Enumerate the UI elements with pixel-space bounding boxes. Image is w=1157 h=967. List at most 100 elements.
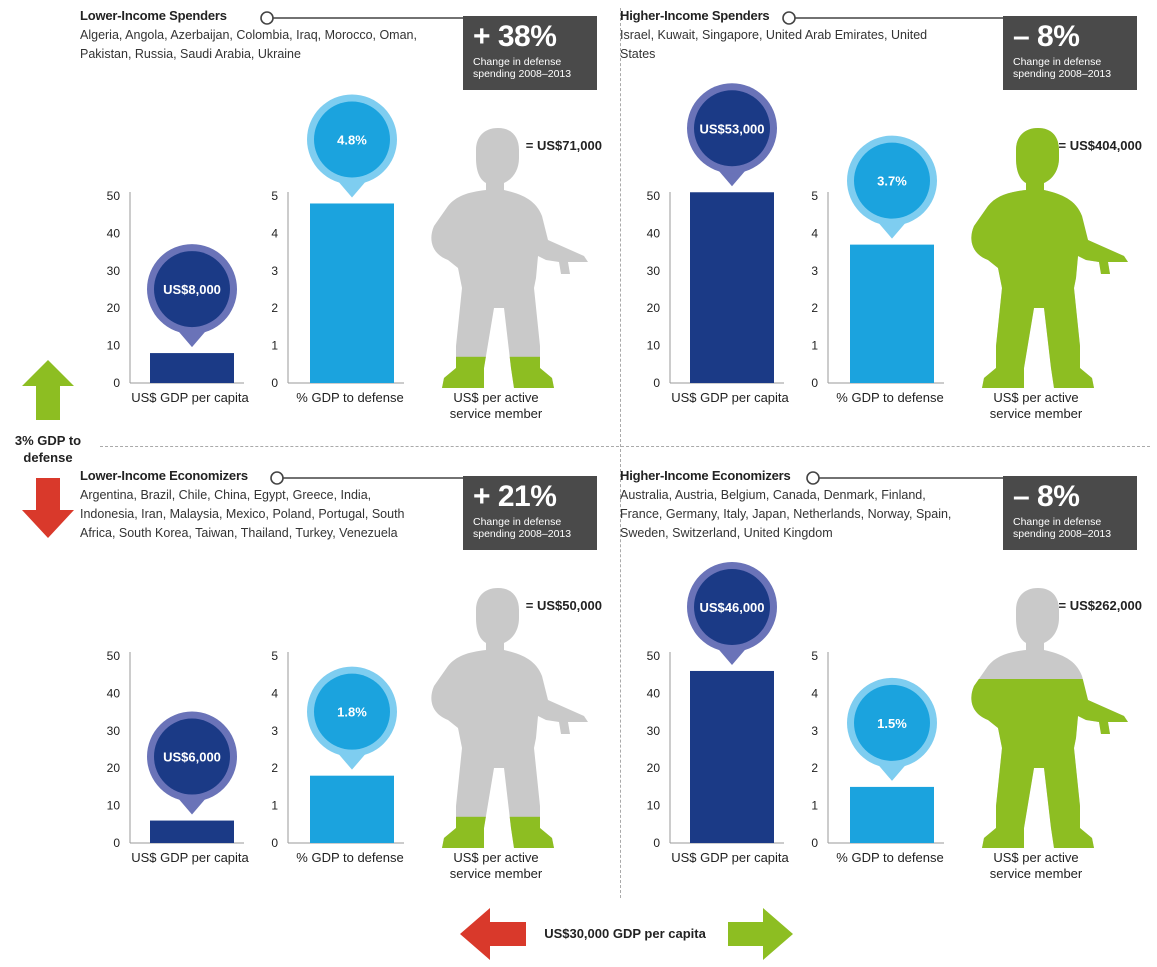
gdp-chart-tick-label: 20 xyxy=(647,301,661,315)
gdp-chart-tick-label: 10 xyxy=(647,339,661,353)
pct-chart-tick-label: 4 xyxy=(811,226,818,240)
change-badge: + 38% Change in defense spending 2008–201… xyxy=(463,16,597,90)
gdp-chart-tick-label: 50 xyxy=(647,189,661,203)
gdp-chart-tick-label: 50 xyxy=(647,649,661,663)
gdp-chart-tick-label: 30 xyxy=(647,264,661,278)
pct-chart-tick-label: 1 xyxy=(271,799,278,813)
quadrant-lower-income-spenders: Lower-Income Spenders Algeria, Angola, Az… xyxy=(80,8,602,468)
member-caption: US$ per active service member xyxy=(449,390,543,421)
gdp-chart-tick-label: 40 xyxy=(647,686,661,700)
soldier-green-part xyxy=(431,356,588,388)
pct-chart-bubble-label: 1.5% xyxy=(877,716,907,731)
pct-chart-value-bubble: 1.5% xyxy=(847,677,937,781)
chart-area: 0 10 20 30 40 50 US$8,000 0 1 2 3 4 5 4.8% xyxy=(107,94,588,390)
gdp-chart-tick-label: 10 xyxy=(107,799,121,813)
pct-chart-value-bubble: 1.8% xyxy=(307,666,397,770)
gdp-chart-caption: US$ GDP per capita xyxy=(671,390,789,405)
gdp-chart-tick-label: 10 xyxy=(107,339,121,353)
pct-chart-tick-label: 1 xyxy=(811,799,818,813)
change-value: + 38% xyxy=(473,20,557,53)
gdp-chart-bar xyxy=(150,820,234,843)
change-badge: + 21% Change in defense spending 2008–201… xyxy=(463,476,597,550)
country-list: Australia, Austria, Belgium, Canada, Den… xyxy=(620,488,952,540)
gdp-chart-value-bubble: US$6,000 xyxy=(147,711,237,815)
legend-vertical-arrows xyxy=(22,360,74,538)
gdp-chart-bubble-label: US$53,000 xyxy=(699,121,764,136)
soldier-green-part xyxy=(971,679,1128,848)
pct-chart-value-bubble: 4.8% xyxy=(307,94,397,198)
title-leader-line xyxy=(270,471,469,485)
pct-chart-tick-label: 5 xyxy=(811,649,818,663)
pct-chart-tick-label: 5 xyxy=(811,189,818,203)
pct-chart-bubble-label: 4.8% xyxy=(337,132,367,147)
gdp-chart-tick-label: 20 xyxy=(647,761,661,775)
soldier-fill xyxy=(431,128,588,388)
title-leader-line xyxy=(782,11,1009,25)
quadrant-lower-income-economizers: Lower-Income Economizers Argentina, Brazi… xyxy=(80,468,602,928)
soldier-fill xyxy=(971,588,1128,848)
gdp-chart-tick-label: 40 xyxy=(647,226,661,240)
title-leader-line xyxy=(260,11,469,25)
country-list: Argentina, Brazil, Chile, China, Egypt, … xyxy=(80,488,405,540)
pct-chart-tick-label: 3 xyxy=(271,264,278,278)
pct-chart-tick-label: 0 xyxy=(271,376,278,390)
pct-chart-bubble-core xyxy=(854,684,930,761)
quadrant-higher-income-spenders: Higher-Income Spenders Israel, Kuwait, Si… xyxy=(620,8,1142,468)
gdp-chart-tick-label: 30 xyxy=(647,724,661,738)
gdp-chart-bubble-core xyxy=(694,90,770,167)
pct-chart-tick-label: 2 xyxy=(811,761,818,775)
quadrant-title: Higher-Income Economizers xyxy=(620,468,791,483)
soldier-icon xyxy=(971,588,1128,848)
pct-chart-tick-label: 4 xyxy=(271,226,278,240)
gdp-chart-caption: US$ GDP per capita xyxy=(671,850,789,865)
change-value: – 8% xyxy=(1013,20,1080,53)
legend-gdp-per-capita: US$30,000 GDP per capita xyxy=(460,908,795,960)
per-member-value: = US$71,000 xyxy=(525,138,602,153)
gdp-chart-caption: US$ GDP per capita xyxy=(131,390,249,405)
quadrant-title: Lower-Income Economizers xyxy=(80,468,248,483)
vertical-divider xyxy=(620,8,621,898)
gdp-chart-bubble-core xyxy=(694,568,770,645)
chart-area: 0 10 20 30 40 50 US$46,000 0 1 2 3 4 5 1.5% xyxy=(647,561,1128,850)
gdp-chart-tick-label: 0 xyxy=(113,376,120,390)
soldier-gray-part xyxy=(431,128,588,388)
pct-chart-bubble-label: 1.8% xyxy=(337,705,367,720)
pct-chart-tick-label: 2 xyxy=(271,301,278,315)
pct-chart-bubble-core xyxy=(854,142,930,219)
pct-chart-value-bubble: 3.7% xyxy=(847,135,937,239)
per-member-value: = US$50,000 xyxy=(525,598,602,613)
pct-chart-bar xyxy=(310,203,394,383)
gdp-chart-bubble-label: US$8,000 xyxy=(163,282,221,297)
pct-chart-bubble-label: 3.7% xyxy=(877,174,907,189)
chart-area: 0 10 20 30 40 50 US$6,000 0 1 2 3 4 5 1.8% xyxy=(107,588,588,850)
gdp-chart-bubble-label: US$46,000 xyxy=(699,600,764,615)
pct-chart-bar xyxy=(850,786,934,843)
change-badge: – 8% Change in defense spending 2008–2013 xyxy=(1003,16,1137,90)
per-member-value: = US$262,000 xyxy=(1058,598,1142,613)
quadrant-title: Higher-Income Spenders xyxy=(620,8,770,23)
gdp-chart-caption: US$ GDP per capita xyxy=(131,850,249,865)
gdp-chart-bubble-core xyxy=(154,718,230,795)
gdp-chart-tick-label: 20 xyxy=(107,761,121,775)
change-label: Change in defense spending 2008–2013 xyxy=(473,56,572,80)
pct-chart-caption: % GDP to defense xyxy=(296,850,404,865)
pct-chart-bar xyxy=(310,775,394,843)
pct-chart-tick-label: 0 xyxy=(271,836,278,850)
pct-chart-tick-label: 0 xyxy=(811,376,818,390)
country-list: Israel, Kuwait, Singapore, United Arab E… xyxy=(620,28,928,61)
gdp-chart-tick-label: 40 xyxy=(107,686,121,700)
country-list: Algeria, Angola, Azerbaijan, Colombia, I… xyxy=(80,28,417,61)
gdp-chart-tick-label: 20 xyxy=(107,301,121,315)
gdp-chart-bubble-core xyxy=(154,251,230,328)
per-member-value: = US$404,000 xyxy=(1058,138,1142,153)
gdp-chart-bar xyxy=(690,670,774,843)
pct-chart-tick-label: 4 xyxy=(271,686,278,700)
pct-chart-caption: % GDP to defense xyxy=(296,390,404,405)
pct-chart-tick-label: 1 xyxy=(811,339,818,353)
gdp-chart-value-bubble: US$53,000 xyxy=(687,83,777,187)
up-arrow-icon xyxy=(22,360,74,420)
gdp-chart-tick-label: 0 xyxy=(113,836,120,850)
title-leader-line xyxy=(806,471,1009,485)
gdp-chart-tick-label: 10 xyxy=(647,799,661,813)
